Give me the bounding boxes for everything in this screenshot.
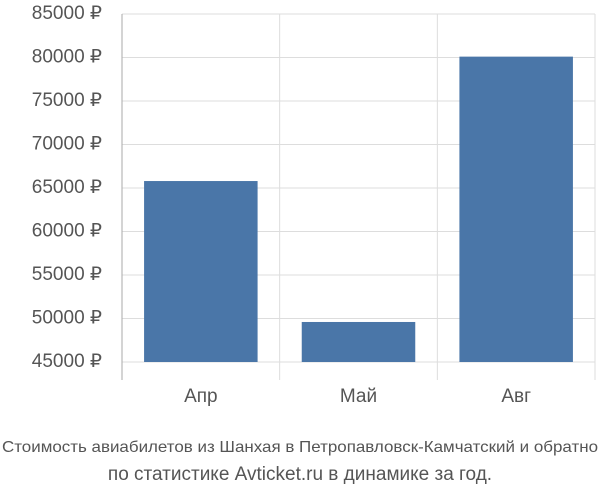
bar: [144, 181, 258, 362]
y-tick-label: 45000 ₽: [32, 351, 102, 372]
chart-title: Стоимость авиабилетов из Шанхая в Петроп…: [2, 439, 598, 456]
y-tick-label: 80000 ₽: [32, 47, 102, 68]
x-tick-label: Май: [340, 386, 377, 407]
y-tick-label: 50000 ₽: [32, 308, 102, 329]
y-tick-label: 55000 ₽: [32, 264, 102, 285]
y-tick-label: 85000 ₽: [32, 3, 102, 24]
x-tick-label: Авг: [501, 386, 531, 407]
bar: [459, 56, 573, 362]
x-tick-label: Апр: [184, 386, 218, 407]
y-tick-label: 75000 ₽: [32, 90, 102, 111]
y-tick-label: 60000 ₽: [32, 221, 102, 242]
bar: [301, 321, 416, 362]
y-tick-label: 65000 ₽: [32, 177, 102, 198]
chart-subtitle: по статистике Avticket.ru в динамике за …: [108, 464, 492, 485]
y-tick-label: 70000 ₽: [32, 134, 102, 155]
